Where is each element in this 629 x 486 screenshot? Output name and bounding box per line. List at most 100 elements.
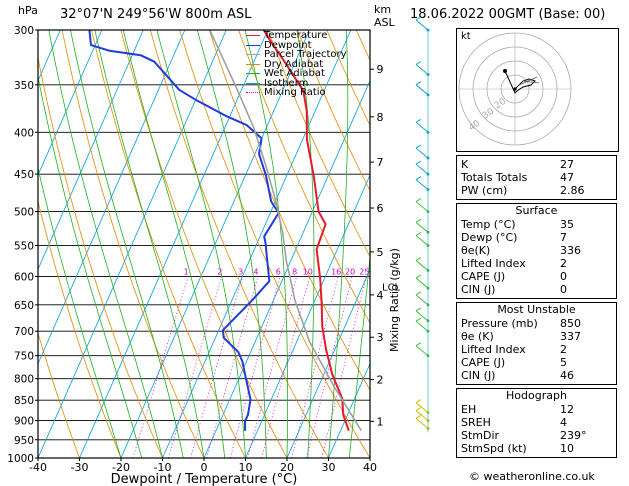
legend-entry: Temperature (246, 31, 347, 41)
legend-swatch (246, 73, 260, 75)
dry-adiabat-line (267, 30, 370, 258)
pressure-tick-label: 750 (14, 351, 34, 363)
hodograph-panel: 20 30 40 kt (456, 28, 619, 152)
index-value: 47 (560, 171, 574, 184)
x-tick-label: 0 (201, 461, 208, 474)
wind-barb (415, 121, 429, 133)
wet-adiabat-line (328, 30, 349, 458)
surface-row: Dewp (°C) 7 (457, 231, 616, 244)
x-tick-label: -40 (29, 461, 47, 474)
dry-adiabat-line (38, 331, 80, 458)
mixing-ratio-line (132, 276, 189, 458)
copyright-footer: © weatheronline.co.uk (469, 470, 595, 483)
wind-barb (415, 410, 429, 421)
dewpoint-line (88, 30, 280, 431)
indices-section: K 27 Totals Totals 47 PW (cm) 2.86 (456, 155, 617, 200)
hodograph-plot: 20 30 40 (458, 32, 572, 146)
isotherm-line (38, 30, 186, 365)
surface-value: 2 (560, 257, 567, 270)
hodograph-stats-title: Hodograph (506, 389, 567, 402)
mixing-ratio-line (206, 276, 259, 458)
mixing-ratio-label: 20 (345, 267, 355, 276)
wind-barb (415, 221, 429, 233)
isotherm-line (162, 30, 352, 458)
legend-label: Temperature (264, 30, 328, 42)
dry-adiabat-line (238, 30, 370, 324)
hodograph-stat-label: SREH (461, 416, 491, 429)
surface-section: Surface Temp (°C) 35 Dewp (°C) 7 θe(K) 336 Lif… (456, 203, 617, 299)
dry-adiabat-line (208, 30, 370, 391)
wind-barb (415, 310, 429, 322)
index-row: Totals Totals 47 (457, 171, 616, 184)
datetime-title: 18.06.2022 00GMT (Base: 00) (410, 7, 606, 22)
pressure-tick-label: 800 (14, 374, 34, 386)
legend-swatch (246, 82, 260, 84)
index-label: Totals Totals (461, 171, 528, 184)
most-unstable-label: Lifted Index (461, 343, 526, 356)
wind-barb (415, 417, 429, 429)
mixing-ratio-label: 16 (331, 267, 341, 276)
lcl-label: LCL (382, 282, 401, 293)
dry-adiabat-line (149, 30, 329, 458)
most-unstable-label: θe (K) (461, 330, 494, 343)
legend-label: Mixing Ratio (264, 87, 326, 99)
legend-entry: Dry Adiabat (246, 59, 347, 69)
legend-entry: Isotherm (246, 78, 347, 88)
parcel-trajectory-line (208, 30, 362, 432)
wet-adiabat-line (296, 30, 315, 458)
pressure-tick-label: 350 (14, 80, 34, 92)
x-tick-label: 20 (280, 461, 294, 474)
surface-value: 0 (560, 270, 567, 283)
mixing-ratio-label: 1 (184, 267, 189, 276)
isotherm-line (38, 30, 103, 177)
index-row: PW (cm) 2.86 (457, 184, 616, 197)
isotherm-line (120, 30, 310, 458)
mixing-ratio-line (190, 276, 243, 458)
indices-table: K 27 Totals Totals 47 PW (cm) 2.86 Surface Te… (456, 155, 617, 458)
most-unstable-value: 850 (560, 317, 581, 330)
isotherm-line (286, 268, 370, 458)
wind-barb (415, 201, 429, 212)
dry-adiabat-line (91, 30, 246, 458)
legend-swatch (246, 63, 260, 65)
wet-adiabat-line (70, 30, 184, 458)
wind-barb (415, 235, 429, 246)
isotherm-line (245, 174, 370, 458)
km-tick-label: 5 (377, 246, 384, 259)
wind-barb (415, 147, 429, 159)
hodograph-stat-value: 12 (560, 403, 574, 416)
pressure-tick-label: 650 (14, 300, 34, 312)
surface-value: 7 (560, 231, 567, 244)
location-title: 32°07'N 249°56'W 800m ASL (60, 7, 252, 22)
index-value: 27 (560, 158, 574, 171)
hodograph-stat-value: 4 (560, 416, 567, 429)
km-tick-label: 1 (377, 415, 384, 428)
x-tick-label: -30 (71, 461, 89, 474)
hodograph-stats-section: Hodograph EH 12 SREH 4 StmDir 239° StmSpd (kt)… (456, 388, 617, 458)
km-tick-label: 3 (377, 331, 384, 344)
mixing-ratio-label: 25 (359, 267, 369, 276)
mixing-ratio-line (261, 276, 311, 458)
mixing-ratio-line (306, 276, 353, 458)
legend-label: Parcel Trajectory (264, 49, 347, 61)
mixing-ratio-line (229, 276, 281, 458)
legend-entry: Wet Adiabat (246, 69, 347, 79)
hodograph-stat-row: EH 12 (457, 403, 616, 416)
km-tick-label: 9 (377, 63, 384, 76)
index-value: 2.86 (560, 184, 585, 197)
index-label: PW (cm) (461, 184, 508, 197)
pressure-tick-label: 600 (14, 271, 34, 283)
wet-adiabat-line (38, 166, 122, 458)
most-unstable-value: 2 (560, 343, 567, 356)
index-row: K 27 (457, 158, 616, 171)
dry-adiabat-line (297, 30, 370, 192)
most-unstable-row: CIN (J) 46 (457, 369, 616, 382)
isotherm-line (38, 30, 227, 458)
km-tick-label: 6 (377, 202, 384, 215)
most-unstable-label: CAPE (J) (461, 356, 506, 369)
wind-barb (415, 260, 429, 271)
wet-adiabat-line (94, 30, 205, 458)
legend-swatch (246, 35, 260, 37)
wet-adiabat-line (348, 252, 370, 458)
hodograph-trace (504, 70, 536, 94)
